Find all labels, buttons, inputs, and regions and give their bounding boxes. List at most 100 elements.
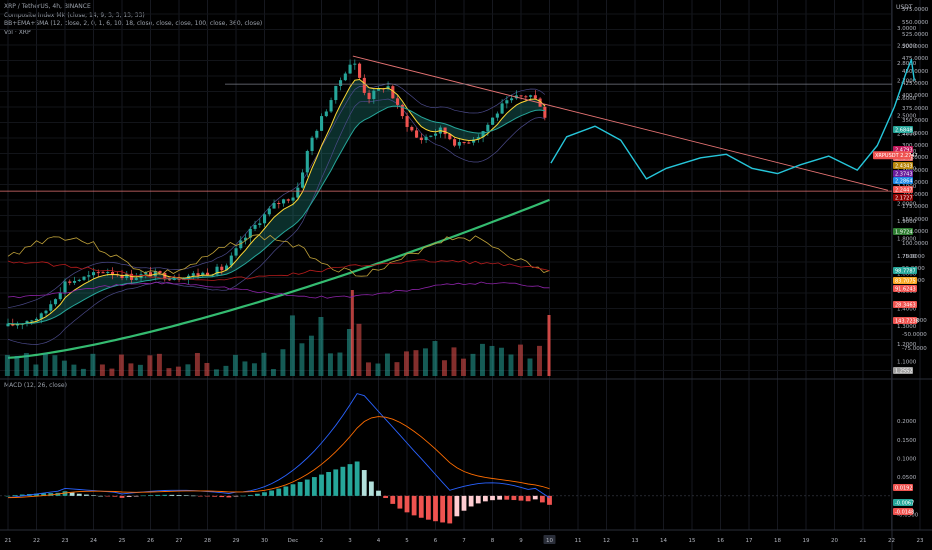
price-tick: 2.7000 [897, 79, 917, 85]
candle-body [519, 95, 523, 97]
oscillator-label-text: 98.7787 [895, 269, 916, 275]
candle-body [258, 223, 262, 225]
oscillator-tick: -50.0000 [902, 332, 927, 338]
candle-body [391, 86, 395, 99]
volume-bar [223, 365, 229, 376]
candle-body [320, 116, 324, 131]
oscillator-tick: 575.0000 [902, 7, 929, 13]
macd-histogram-bar [155, 494, 161, 496]
macd-histogram-bar [319, 474, 324, 496]
macd-histogram-bar [525, 495, 531, 502]
volume-bar [470, 353, 476, 376]
time-tick: 16 [717, 538, 724, 544]
candle-body [462, 141, 466, 143]
candle-body [224, 265, 229, 271]
time-tick: 24 [90, 538, 97, 544]
macd-histogram-bar [347, 464, 353, 496]
candle-body [529, 95, 533, 97]
time-tick: Dec [288, 538, 299, 544]
candle-body [419, 137, 423, 141]
volume-bar [80, 368, 86, 376]
macd-histogram-bar [511, 495, 517, 501]
composite-line-yellow [7, 234, 550, 277]
macd-histogram-bar [276, 488, 282, 496]
signal-line [7, 416, 550, 499]
candle-body [296, 187, 300, 198]
candle-body [39, 313, 43, 319]
macd-histogram-bar [333, 469, 339, 496]
indicator-composite[interactable]: Composite Index MK (close, 14, 9, 3, 3, … [4, 11, 145, 19]
macd-histogram-bar [197, 495, 203, 497]
indicator-volume[interactable]: Vol · XRP [4, 28, 31, 36]
volume-bar [384, 353, 390, 376]
candle-body [476, 137, 480, 140]
price-tick: 2.2000 [897, 166, 917, 172]
candle-body [253, 224, 257, 229]
candle-body [305, 151, 309, 173]
macd-tick: 0.0500 [897, 475, 917, 481]
volume-spike-last [547, 315, 551, 376]
volume-bar [61, 360, 67, 376]
candle-body [191, 273, 195, 276]
candle-body [510, 98, 514, 101]
price-tick: 2.5000 [897, 114, 917, 120]
oscillator-tick: 350.0000 [902, 118, 929, 124]
oscillator-tick: 150.0000 [902, 217, 929, 223]
volume-bar [280, 349, 286, 376]
time-tick: 17 [746, 538, 753, 544]
oscillator-tick: 475.0000 [902, 56, 929, 62]
volume-bar [489, 345, 495, 376]
oscillator-tick: 100.0000 [902, 241, 929, 247]
volume-bar [71, 364, 77, 376]
candle-body [495, 113, 499, 118]
time-tick: 2 [320, 538, 324, 544]
price-tick: 2.8000 [897, 61, 917, 67]
volume-bar [499, 347, 504, 376]
macd-label-badge [893, 508, 913, 515]
volume-bar [318, 316, 324, 376]
volume-bar [337, 352, 343, 376]
price-tick: 1.3000 [897, 324, 917, 330]
macd-histogram-bar [397, 495, 403, 509]
candle-body [429, 135, 433, 137]
macd-legend[interactable]: MACD (12, 26, close) [4, 382, 67, 389]
candle-body [34, 318, 39, 321]
macd-histogram-bar [326, 472, 332, 496]
macd-histogram-bar [539, 495, 545, 503]
time-tick: 22 [33, 538, 40, 544]
candle-body [301, 172, 305, 188]
volume-bar [346, 328, 352, 376]
macd-histogram-bar [190, 495, 196, 497]
volume-bar [375, 363, 381, 376]
oscillator-tick: 75.0000 [902, 254, 925, 260]
oscillator-tick: 425.0000 [902, 81, 929, 87]
volume-bar [527, 358, 533, 376]
volume-bar [356, 323, 362, 376]
volume-bar [90, 353, 96, 376]
macd-histogram-bar [233, 495, 239, 497]
macd-histogram-bar [311, 477, 317, 496]
macd-histogram-bar [12, 495, 18, 496]
oscillator-tick: 525.0000 [902, 32, 929, 38]
oscillator-label-badge [893, 301, 917, 308]
candle-body [396, 98, 400, 105]
price-label-text: 2.6848 [895, 128, 913, 134]
candle-body [229, 255, 233, 266]
candle-body [453, 139, 457, 146]
volume-bar [213, 369, 219, 376]
date-highlight [543, 535, 556, 544]
candle-body [286, 199, 290, 201]
volume-bar [175, 366, 181, 376]
macd-histogram-bar [433, 495, 438, 522]
candle-body [472, 139, 476, 143]
oscillator-tick: -75.0000 [902, 346, 927, 352]
macd-histogram-bar [162, 494, 168, 496]
price-tick: 2.4000 [897, 131, 917, 137]
indicator-bb-ema-sma[interactable]: BB+EMA+SMA (12, close, 2, 0, 1, 6, 10, 1… [4, 20, 263, 27]
candle-body [481, 131, 485, 138]
time-tick: 4 [377, 538, 381, 544]
time-tick: 11 [575, 538, 582, 544]
macd-histogram-bar [19, 494, 25, 496]
time-tick: 13 [632, 538, 639, 544]
